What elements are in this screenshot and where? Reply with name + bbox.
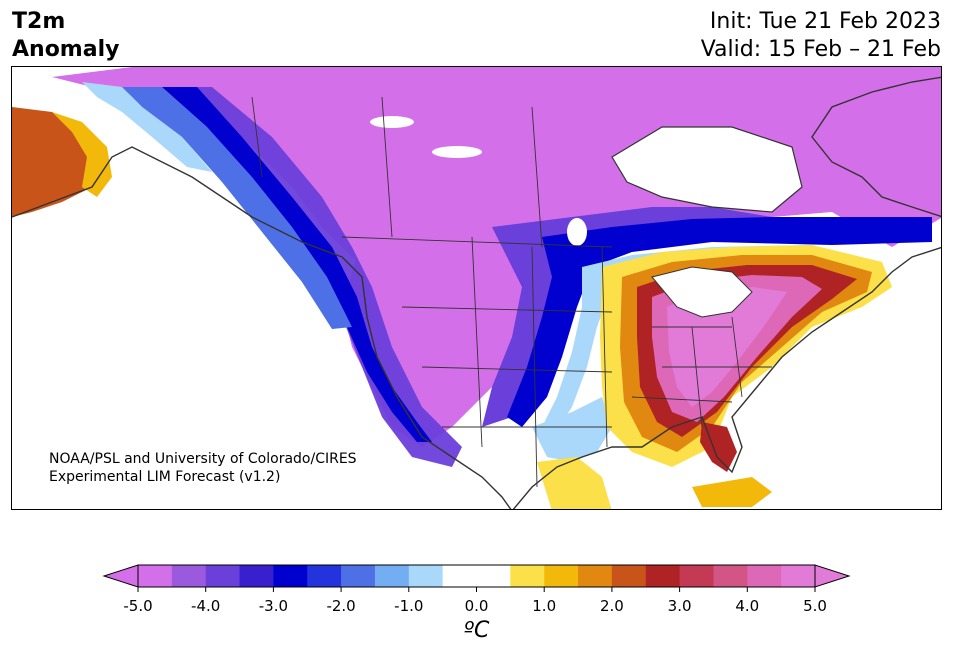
colorbar-tick-label: 0.0 — [465, 597, 489, 615]
colorbar-swatch — [341, 565, 376, 587]
variable-label: T2m — [12, 9, 66, 34]
colorbar-swatch — [713, 565, 748, 587]
plains-cold-band-blue — [507, 217, 932, 427]
west-cold-band-blue — [162, 87, 432, 442]
colorbar-tick-label: -3.0 — [259, 597, 288, 615]
mexico-warm-yellow — [537, 457, 612, 509]
credit-line-2: Experimental LIM Forecast (v1.2) — [49, 469, 281, 485]
colorbar-over-arrow — [814, 564, 851, 588]
caribbean-warm — [692, 477, 772, 507]
valid-range: Valid: 15 Feb – 21 Feb — [700, 37, 941, 62]
great-slave-lake — [432, 146, 482, 158]
texas-cool-region — [532, 397, 612, 462]
colorbar-tick-label: -2.0 — [326, 597, 355, 615]
colorbar-swatch — [273, 565, 308, 587]
colorbar-under-arrow — [102, 564, 139, 588]
coastlines — [12, 76, 941, 509]
colorbar-swatch — [781, 565, 816, 587]
init-date: Init: Tue 21 Feb 2023 — [709, 9, 941, 34]
colorbar-swatch — [645, 565, 681, 587]
credit-line-1: NOAA/PSL and University of Colorado/CIRE… — [49, 451, 357, 467]
west-cold-band-midblue — [122, 87, 352, 329]
lake-winnipeg — [567, 218, 587, 246]
credit-text: NOAA/PSL and University of Colorado/CIRE… — [49, 450, 357, 486]
colorbar-swatch — [138, 565, 173, 587]
map-svg — [12, 67, 941, 509]
colorbar-swatch — [611, 565, 647, 587]
colorbar-tick-label: 4.0 — [735, 597, 759, 615]
colorbar-tick-label: 3.0 — [668, 597, 692, 615]
colorbar-tick-label: 1.0 — [532, 597, 556, 615]
date-info: Init: Tue 21 Feb 2023 Valid: 15 Feb – 21… — [701, 8, 941, 64]
colorbar-unit-label: ºC — [463, 618, 490, 643]
colorbar-swatch — [171, 565, 207, 587]
great-bear-lake — [370, 116, 414, 128]
colorbar-swatch — [510, 565, 545, 587]
colorbar: -5.0 -4.0 -3.0 -2.0 -1.0 0.0 1.0 2.0 3.0 4.0 5.0 — [102, 564, 851, 615]
colorbar-swatch — [307, 565, 342, 587]
hudson-bay — [611, 126, 803, 213]
colorbar-tick-label: 2.0 — [600, 597, 624, 615]
colorbar-swatch — [442, 565, 477, 587]
colorbar-swatch — [544, 565, 579, 587]
political-boundaries — [251, 96, 772, 488]
chart-title: T2m Anomaly — [12, 8, 119, 64]
colorbar-tick-label: 5.0 — [803, 597, 827, 615]
colorbar-swatch — [476, 565, 511, 587]
colorbar-tick-label: -5.0 — [123, 597, 152, 615]
colorbar-swatch — [408, 565, 444, 587]
west-cold-band-light — [82, 82, 212, 172]
colorbar-swatch — [578, 565, 613, 587]
anomaly-map — [11, 66, 942, 510]
alaska-warm-yellow — [52, 112, 112, 197]
colorbar-swatch — [239, 565, 274, 587]
great-lakes — [651, 266, 753, 318]
colorbar-swatch — [679, 565, 714, 587]
colorbar-swatch — [205, 565, 241, 587]
colorbar-tick-label: -1.0 — [394, 597, 423, 615]
colorbar-tick-label: -4.0 — [191, 597, 220, 615]
colorbar-swatch — [747, 565, 782, 587]
field-label: Anomaly — [12, 37, 120, 62]
colorbar-swatch — [374, 565, 410, 587]
